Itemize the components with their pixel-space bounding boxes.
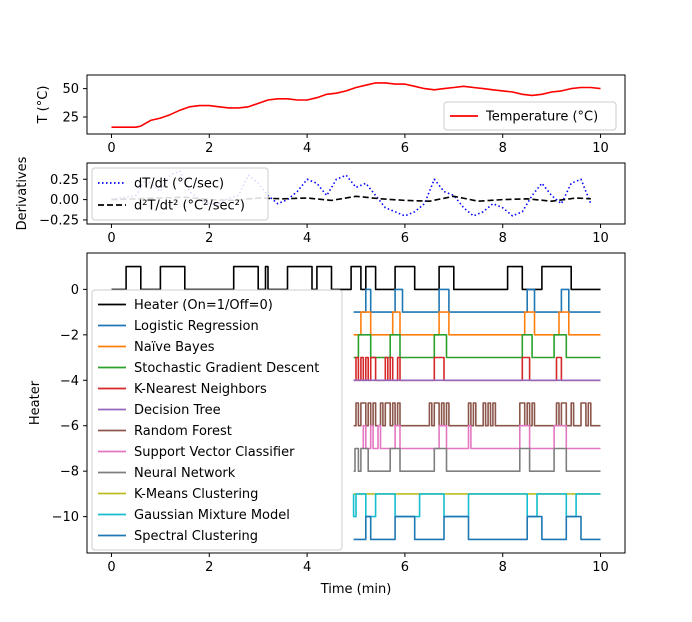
heater-panel: 0 2 4 6 8 10 0 −2 −4 −6 −8 −10 Heater Time (min) Heate…: [28, 252, 626, 597]
legend: Temperature (°C): [443, 101, 617, 131]
legend-box: [91, 167, 269, 221]
x-tick-label: 10: [592, 141, 609, 156]
legend-label-1: d²T/dt² (°C²/sec²): [134, 199, 245, 214]
series-line-1: [353, 288, 601, 313]
series-line-4: [353, 356, 601, 382]
y-axis-label: Heater: [28, 380, 43, 425]
legend-label-0: dT/dt (°C/sec): [134, 177, 224, 192]
legend-label-7: Support Vector Classifier: [134, 445, 295, 460]
legend-label-5: Decision Tree: [134, 403, 221, 418]
legend-label-1: Logistic Regression: [134, 319, 259, 334]
y-tick-label: 25: [62, 110, 79, 125]
series-line-8: [353, 447, 601, 473]
legend-label-10: Gaussian Mixture Model: [134, 508, 290, 523]
x-tick-label: 0: [107, 231, 115, 246]
legend: dT/dt (°C/sec) d²T/dt² (°C²/sec²): [91, 167, 269, 221]
legend-label-9: K-Means Clustering: [134, 487, 258, 502]
y-tick-label: 0: [71, 283, 79, 298]
legend-box: [443, 101, 617, 131]
legend-label-4: K-Nearest Neighbors: [134, 382, 267, 397]
x-tick-label: 4: [303, 141, 311, 156]
series-line-2: [353, 311, 601, 336]
x-tick-label: 6: [401, 231, 409, 246]
plot-frame: [86, 252, 626, 554]
x-tick-label: 0: [107, 560, 115, 575]
series-line-10: [352, 493, 601, 518]
x-tick-label: 4: [303, 560, 311, 575]
series-line-11: [353, 515, 601, 541]
legend-label-8: Neural Network: [134, 466, 236, 481]
y-tick-label: −4: [60, 374, 79, 389]
x-tick-label: 2: [205, 141, 213, 156]
y-tick-label: −10: [52, 510, 79, 525]
legend-box: [91, 289, 343, 551]
legend-label-0: Heater (On=1/Off=0): [134, 298, 273, 313]
series-line-7: [360, 424, 601, 450]
legend-label-0: Temperature (°C): [485, 110, 598, 125]
series-line-0: [111, 82, 601, 128]
derivatives-panel: 0 2 4 6 8 10 0.25 0.00 −0.25 Derivatives dT/dt (°C…: [15, 156, 626, 246]
y-tick-label: 0.25: [50, 173, 79, 188]
legend-label-11: Spectral Clustering: [134, 529, 258, 544]
y-tick-label: −6: [60, 419, 79, 434]
x-tick-label: 10: [592, 231, 609, 246]
y-tick-label: 0.00: [50, 193, 79, 208]
y-axis-label: Derivatives: [15, 156, 30, 230]
plot-frame: [86, 74, 626, 135]
series-line-3: [353, 333, 601, 359]
x-tick-label: 6: [401, 141, 409, 156]
x-tick-label: 10: [592, 560, 609, 575]
y-axis-label: T (°C): [36, 86, 51, 125]
legend: Heater (On=1/Off=0) Logistic Regression Na…: [91, 289, 343, 551]
x-tick-label: 2: [205, 231, 213, 246]
x-tick-label: 8: [499, 560, 507, 575]
x-tick-label: 8: [499, 141, 507, 156]
series-group: [111, 82, 601, 128]
x-tick-label: 6: [401, 560, 409, 575]
y-tick-label: −0.25: [39, 213, 79, 228]
temperature-panel: 0 2 4 6 8 10 25 50 T (°C) Temperature (°C): [36, 74, 626, 156]
plot-frame: [86, 162, 626, 225]
x-tick-label: 2: [205, 560, 213, 575]
series-group: [111, 265, 601, 541]
x-tick-label: 8: [499, 231, 507, 246]
y-tick-label: 50: [62, 82, 79, 97]
x-tick-label: 4: [303, 231, 311, 246]
x-tick-label: 0: [107, 141, 115, 156]
series-line-0: [111, 265, 601, 291]
legend-label-2: Naïve Bayes: [134, 340, 215, 355]
x-axis-label: Time (min): [320, 582, 392, 597]
legend-label-6: Random Forest: [134, 424, 232, 439]
y-tick-label: −2: [60, 328, 79, 343]
y-tick-label: −8: [60, 465, 79, 480]
series-line-6: [353, 402, 601, 427]
legend-label-3: Stochastic Gradient Descent: [134, 361, 319, 376]
